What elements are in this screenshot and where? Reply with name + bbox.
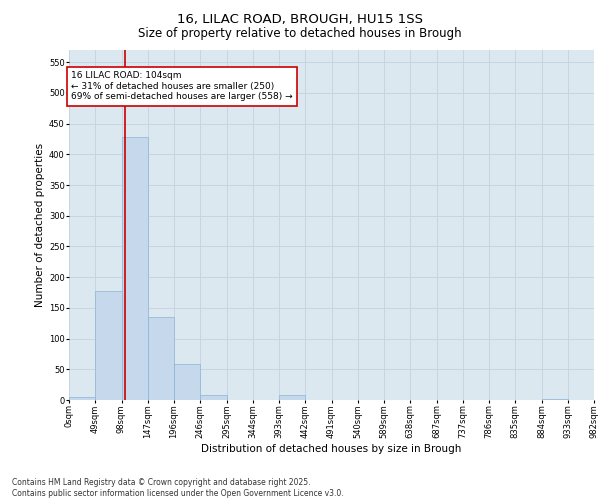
Bar — [95, 290, 121, 400]
Text: 16 LILAC ROAD: 104sqm
← 31% of detached houses are smaller (250)
69% of semi-det: 16 LILAC ROAD: 104sqm ← 31% of detached … — [71, 72, 293, 102]
Bar — [200, 395, 227, 400]
X-axis label: Distribution of detached houses by size in Brough: Distribution of detached houses by size … — [202, 444, 461, 454]
Bar — [542, 399, 568, 400]
Bar — [174, 364, 200, 400]
Text: Size of property relative to detached houses in Brough: Size of property relative to detached ho… — [138, 28, 462, 40]
Bar — [279, 395, 305, 400]
Bar — [148, 317, 174, 400]
Bar — [121, 137, 148, 400]
Text: 16, LILAC ROAD, BROUGH, HU15 1SS: 16, LILAC ROAD, BROUGH, HU15 1SS — [177, 12, 423, 26]
Y-axis label: Number of detached properties: Number of detached properties — [35, 143, 45, 307]
Bar — [69, 397, 95, 400]
Text: Contains HM Land Registry data © Crown copyright and database right 2025.
Contai: Contains HM Land Registry data © Crown c… — [12, 478, 344, 498]
